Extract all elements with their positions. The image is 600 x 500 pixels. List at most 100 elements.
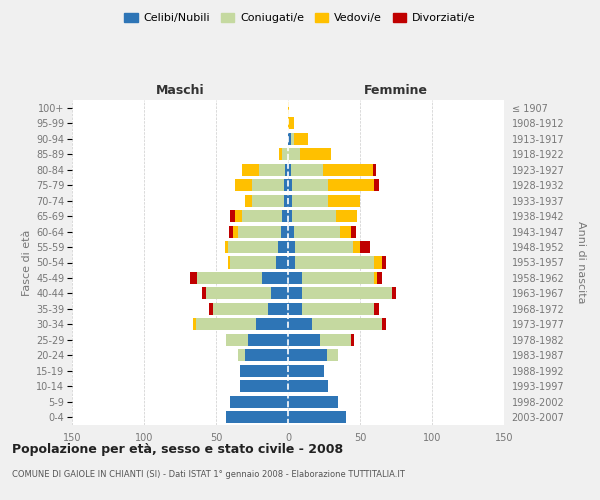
Bar [252, 194, 284, 206]
Bar [328, 179, 374, 191]
Bar [313, 318, 382, 330]
Bar [328, 194, 360, 206]
Bar [238, 226, 281, 237]
Bar [352, 334, 354, 346]
Bar [230, 396, 288, 408]
Bar [360, 241, 370, 253]
Bar [374, 272, 377, 284]
Bar [284, 194, 288, 206]
Bar [227, 256, 230, 268]
Y-axis label: Anni di nascita: Anni di nascita [575, 221, 586, 304]
Bar [230, 256, 277, 268]
Text: Femmine: Femmine [364, 84, 428, 98]
Bar [294, 132, 308, 144]
Bar [288, 318, 313, 330]
Bar [288, 179, 292, 191]
Bar [335, 210, 357, 222]
Bar [284, 179, 288, 191]
Bar [295, 256, 374, 268]
Bar [241, 365, 288, 377]
Bar [256, 318, 288, 330]
Bar [226, 334, 248, 346]
Bar [213, 303, 268, 315]
Bar [196, 318, 256, 330]
Bar [299, 148, 331, 160]
Bar [226, 411, 288, 424]
Bar [259, 164, 285, 175]
Bar [302, 303, 374, 315]
Bar [241, 380, 288, 392]
Bar [327, 350, 338, 362]
Bar [224, 241, 227, 253]
Bar [288, 132, 291, 144]
Bar [382, 318, 386, 330]
Bar [292, 210, 335, 222]
Bar [353, 241, 360, 253]
Bar [245, 350, 288, 362]
Bar [277, 256, 288, 268]
Bar [282, 148, 288, 160]
Bar [288, 226, 294, 237]
Bar [202, 288, 206, 300]
Bar [374, 256, 382, 268]
Bar [288, 256, 295, 268]
Bar [285, 164, 288, 175]
Bar [229, 226, 233, 237]
Bar [294, 226, 340, 237]
Bar [206, 288, 271, 300]
Bar [288, 350, 327, 362]
Bar [373, 164, 376, 175]
Bar [235, 179, 252, 191]
Bar [291, 164, 323, 175]
Bar [288, 241, 295, 253]
Bar [288, 334, 320, 346]
Bar [209, 303, 213, 315]
Bar [288, 102, 289, 114]
Bar [382, 256, 386, 268]
Y-axis label: Fasce di età: Fasce di età [22, 230, 32, 296]
Bar [288, 210, 292, 222]
Bar [271, 288, 288, 300]
Bar [377, 272, 382, 284]
Bar [242, 164, 259, 175]
Bar [288, 380, 328, 392]
Bar [340, 226, 352, 237]
Bar [320, 334, 352, 346]
Bar [323, 164, 373, 175]
Bar [227, 241, 278, 253]
Bar [288, 164, 291, 175]
Bar [282, 210, 288, 222]
Bar [374, 303, 379, 315]
Bar [352, 226, 356, 237]
Bar [302, 288, 392, 300]
Bar [291, 132, 294, 144]
Bar [292, 179, 328, 191]
Bar [245, 194, 252, 206]
Bar [281, 226, 288, 237]
Bar [288, 194, 292, 206]
Bar [288, 117, 294, 130]
Bar [288, 272, 302, 284]
Bar [235, 210, 242, 222]
Bar [288, 303, 302, 315]
Bar [288, 365, 324, 377]
Text: Popolazione per età, sesso e stato civile - 2008: Popolazione per età, sesso e stato civil… [12, 442, 343, 456]
Bar [262, 272, 288, 284]
Bar [197, 272, 262, 284]
Bar [295, 241, 353, 253]
Bar [233, 226, 238, 237]
Bar [242, 210, 282, 222]
Text: COMUNE DI GAIOLE IN CHIANTI (SI) - Dati ISTAT 1° gennaio 2008 - Elaborazione TUT: COMUNE DI GAIOLE IN CHIANTI (SI) - Dati … [12, 470, 405, 479]
Bar [288, 411, 346, 424]
Text: Maschi: Maschi [155, 84, 205, 98]
Bar [280, 148, 282, 160]
Bar [278, 241, 288, 253]
Bar [288, 148, 299, 160]
Bar [288, 288, 302, 300]
Bar [392, 288, 396, 300]
Bar [302, 272, 374, 284]
Bar [230, 210, 235, 222]
Bar [190, 272, 197, 284]
Bar [288, 396, 338, 408]
Bar [268, 303, 288, 315]
